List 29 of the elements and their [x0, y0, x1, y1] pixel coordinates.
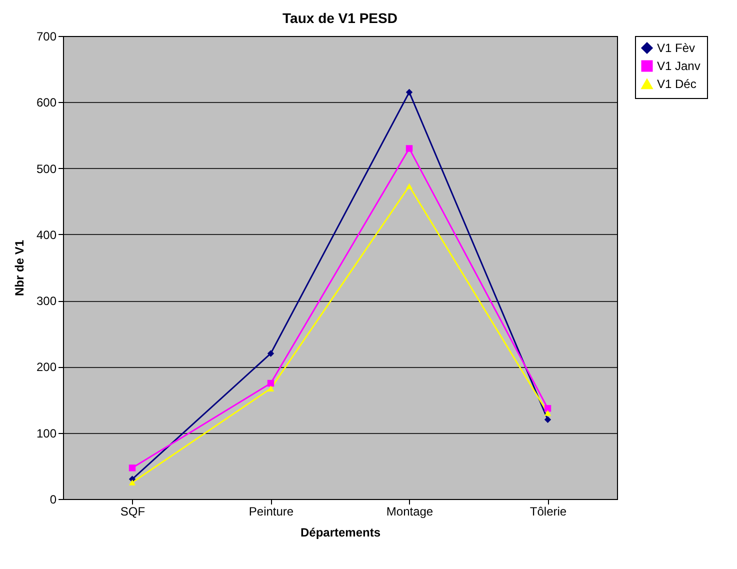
chart-title: Taux de V1 PESD	[282, 10, 398, 26]
point	[267, 380, 274, 387]
x-tick-label: Montage	[386, 504, 434, 518]
y-tick-label: 700	[36, 30, 57, 44]
y-tick-label: 0	[50, 492, 57, 506]
x-tick-label: Peinture	[248, 504, 294, 518]
point	[267, 350, 274, 357]
y-tick-label: 200	[36, 360, 57, 374]
point	[128, 480, 136, 486]
point	[544, 405, 552, 412]
point	[544, 416, 552, 423]
legend-label: V1 Janv	[657, 59, 700, 73]
legend-label: V1 Fèv	[657, 41, 696, 55]
y-axis-title: Nbr de V1	[12, 240, 26, 296]
point	[406, 88, 413, 96]
point	[544, 410, 552, 416]
y-tick-label: 300	[36, 294, 57, 308]
y-tick-label: 600	[36, 96, 57, 110]
y-tick-label: 100	[36, 426, 57, 440]
point	[128, 464, 136, 472]
point	[406, 183, 413, 190]
y-tick-label: 500	[36, 162, 57, 176]
x-axis-title: Départements	[300, 526, 381, 540]
y-tick-label: 400	[36, 228, 57, 242]
x-tick-label: SQF	[120, 504, 146, 518]
point	[267, 386, 274, 392]
point	[406, 145, 413, 152]
legend-label: V1 Déc	[657, 77, 696, 91]
x-tick-label: Tôlerie	[530, 504, 567, 518]
